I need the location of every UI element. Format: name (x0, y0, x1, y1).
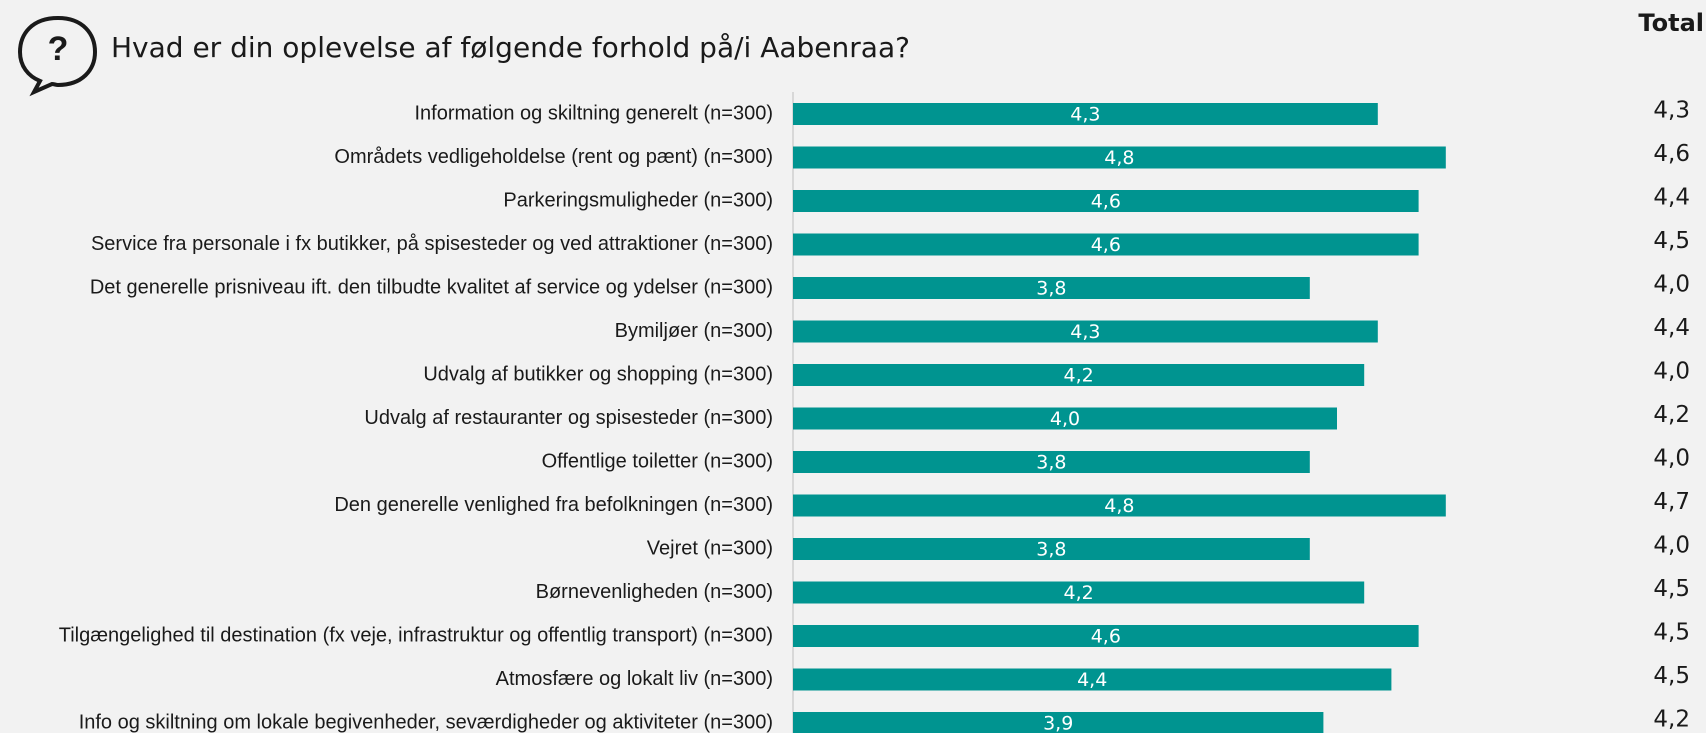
bar (793, 712, 1324, 733)
total-value: 4,4 (1653, 185, 1690, 211)
bar-value-label: 4,8 (1104, 495, 1134, 517)
category-label: Udvalg af restauranter og spisesteder (n… (364, 407, 773, 429)
total-value: 4,5 (1653, 620, 1690, 646)
category-label: Information og skiltning generelt (n=300… (414, 102, 773, 124)
bar (793, 581, 1365, 604)
category-label: Bymiljøer (n=300) (615, 320, 773, 342)
bar-value-label: 4,2 (1063, 365, 1093, 387)
total-value: 4,2 (1653, 402, 1690, 428)
question-icon: ? (17, 15, 98, 97)
bar-value-label: 4,4 (1077, 669, 1107, 691)
category-label: Offentlige toiletter (n=300) (542, 450, 773, 472)
total-value: 4,6 (1653, 141, 1690, 167)
bar (793, 146, 1446, 169)
bar (793, 190, 1419, 212)
total-value: 4,7 (1653, 489, 1690, 515)
category-label: Områdets vedligeholdelse (rent og pænt) … (334, 146, 773, 168)
bubble (17, 15, 98, 97)
bar-value-label: 4,2 (1063, 582, 1093, 604)
bar (793, 103, 1378, 125)
category-label: Børnevenligheden (n=300) (536, 581, 773, 603)
bar-value-label: 4,3 (1070, 321, 1100, 343)
bar-value-label: 3,8 (1036, 452, 1066, 474)
category-label: Parkeringsmuligheder (n=300) (503, 189, 773, 211)
total-header: Total (1638, 9, 1704, 37)
category-label: Den generelle venlighed fra befolkningen… (334, 494, 773, 516)
total-value: 4,3 (1653, 98, 1690, 124)
bar (793, 364, 1365, 386)
bar (793, 668, 1392, 691)
bar-value-label: 4,8 (1104, 147, 1134, 169)
bar-value-label: 4,3 (1070, 104, 1100, 126)
bar (793, 538, 1310, 560)
category-label: Udvalg af butikker og shopping (n=300) (423, 363, 773, 385)
bar-value-label: 4,6 (1091, 234, 1121, 256)
category-label: Service fra personale i fx butikker, på … (91, 233, 773, 255)
total-value: 4,5 (1653, 228, 1690, 254)
bar (793, 451, 1310, 473)
category-label: Atmosfære og lokalt liv (n=300) (496, 668, 773, 690)
bar (793, 407, 1337, 430)
bar-value-label: 3,8 (1036, 539, 1066, 561)
bar-value-label: 4,0 (1050, 408, 1080, 430)
total-value: 4,0 (1653, 359, 1690, 385)
total-value: 4,5 (1653, 663, 1690, 689)
total-value: 4,0 (1653, 272, 1690, 298)
total-value: 4,0 (1653, 446, 1690, 472)
bar (793, 233, 1419, 256)
bar-value-label: 4,6 (1091, 626, 1121, 648)
bar-value-label: 4,6 (1091, 191, 1121, 213)
icon-mark: ? (48, 30, 69, 68)
category-label: Vejret (n=300) (647, 537, 773, 559)
total-value: 4,5 (1653, 576, 1690, 602)
category-label: Det generelle prisniveau ift. den tilbud… (90, 276, 773, 298)
bar (793, 277, 1310, 299)
total-value: 4,4 (1653, 315, 1690, 341)
total-value: 4,2 (1653, 707, 1690, 733)
bar-value-label: 3,9 (1043, 713, 1073, 733)
total-value: 4,0 (1653, 533, 1690, 559)
bar (793, 494, 1446, 517)
chart-title: Hvad er din oplevelse af følgende forhol… (111, 31, 910, 64)
category-label: Info og skiltning om lokale begivenheder… (79, 711, 773, 733)
bar (793, 320, 1378, 343)
bar-value-label: 3,8 (1036, 278, 1066, 300)
category-label: Tilgængelighed til destination (fx veje,… (59, 624, 773, 646)
bar (793, 625, 1419, 647)
